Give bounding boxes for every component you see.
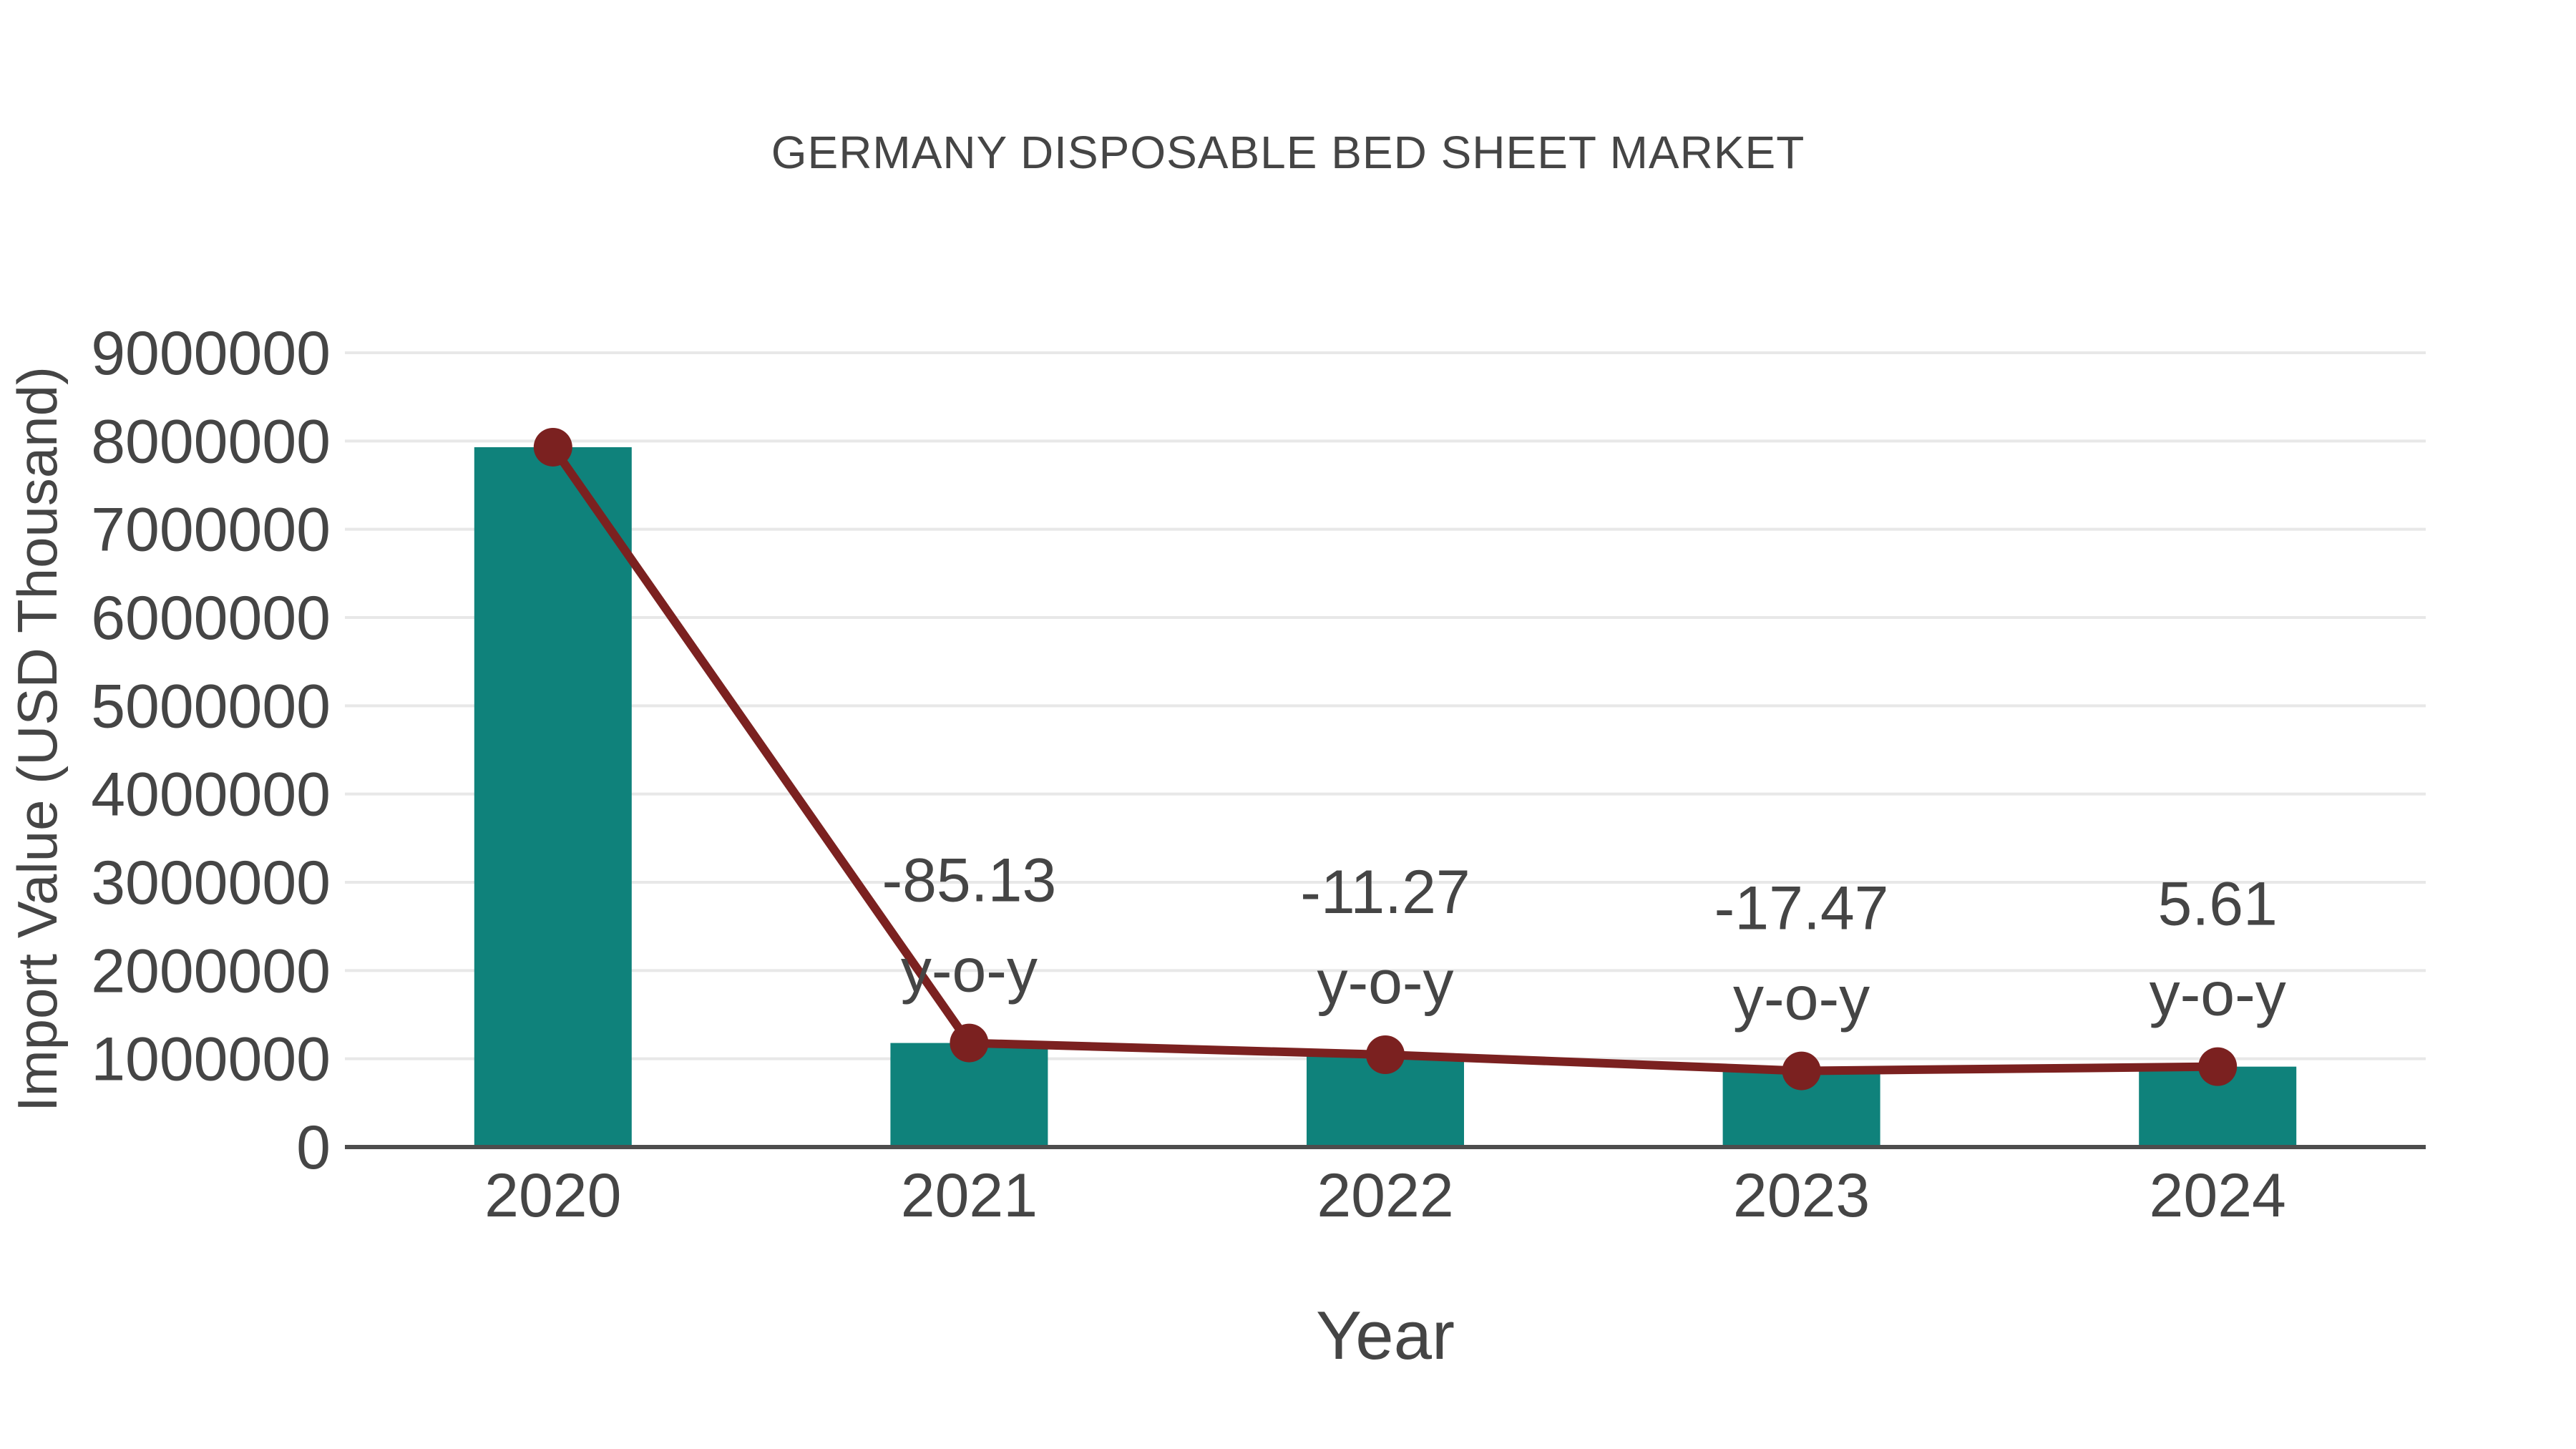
yoy-suffix-2022: y-o-y: [1317, 948, 1453, 1017]
y-tick-7000000: 7000000: [91, 496, 331, 565]
y-tick-1000000: 1000000: [91, 1025, 331, 1094]
yoy-suffix-2024: y-o-y: [2150, 960, 2286, 1029]
y-tick-4000000: 4000000: [91, 761, 331, 829]
y-tick-3000000: 3000000: [91, 849, 331, 917]
y-tick-2000000: 2000000: [91, 937, 331, 1005]
y-tick-5000000: 5000000: [91, 672, 331, 741]
bar-2020: [474, 447, 632, 1147]
x-axis-title: Year: [1316, 1297, 1455, 1374]
yoy-value-2021: -85.13: [882, 847, 1056, 915]
yoy-suffix-2023: y-o-y: [1733, 965, 1870, 1033]
x-tick-2022: 2022: [1317, 1161, 1453, 1230]
line-marker-2024: [2198, 1047, 2238, 1086]
chart-title: GERMANY DISPOSABLE BED SHEET MARKET: [771, 127, 1805, 178]
x-tick-2020: 2020: [484, 1161, 621, 1230]
line-marker-2022: [1366, 1035, 1405, 1074]
y-tick-8000000: 8000000: [91, 407, 331, 476]
yoy-value-2023: -17.47: [1714, 874, 1889, 943]
yoy-value-2022: -11.27: [1300, 858, 1470, 927]
yoy-suffix-2021: y-o-y: [901, 937, 1038, 1005]
line-marker-2023: [1782, 1051, 1821, 1091]
y-tick-9000000: 9000000: [91, 319, 331, 388]
line-marker-2021: [950, 1023, 989, 1063]
x-tick-2021: 2021: [901, 1161, 1038, 1230]
line-marker-2020: [533, 427, 572, 467]
x-tick-2024: 2024: [2150, 1161, 2286, 1230]
y-tick-6000000: 6000000: [91, 584, 331, 653]
yoy-value-2024: 5.61: [2158, 870, 2278, 939]
x-tick-2023: 2023: [1733, 1161, 1870, 1230]
y-tick-0: 0: [296, 1113, 331, 1182]
